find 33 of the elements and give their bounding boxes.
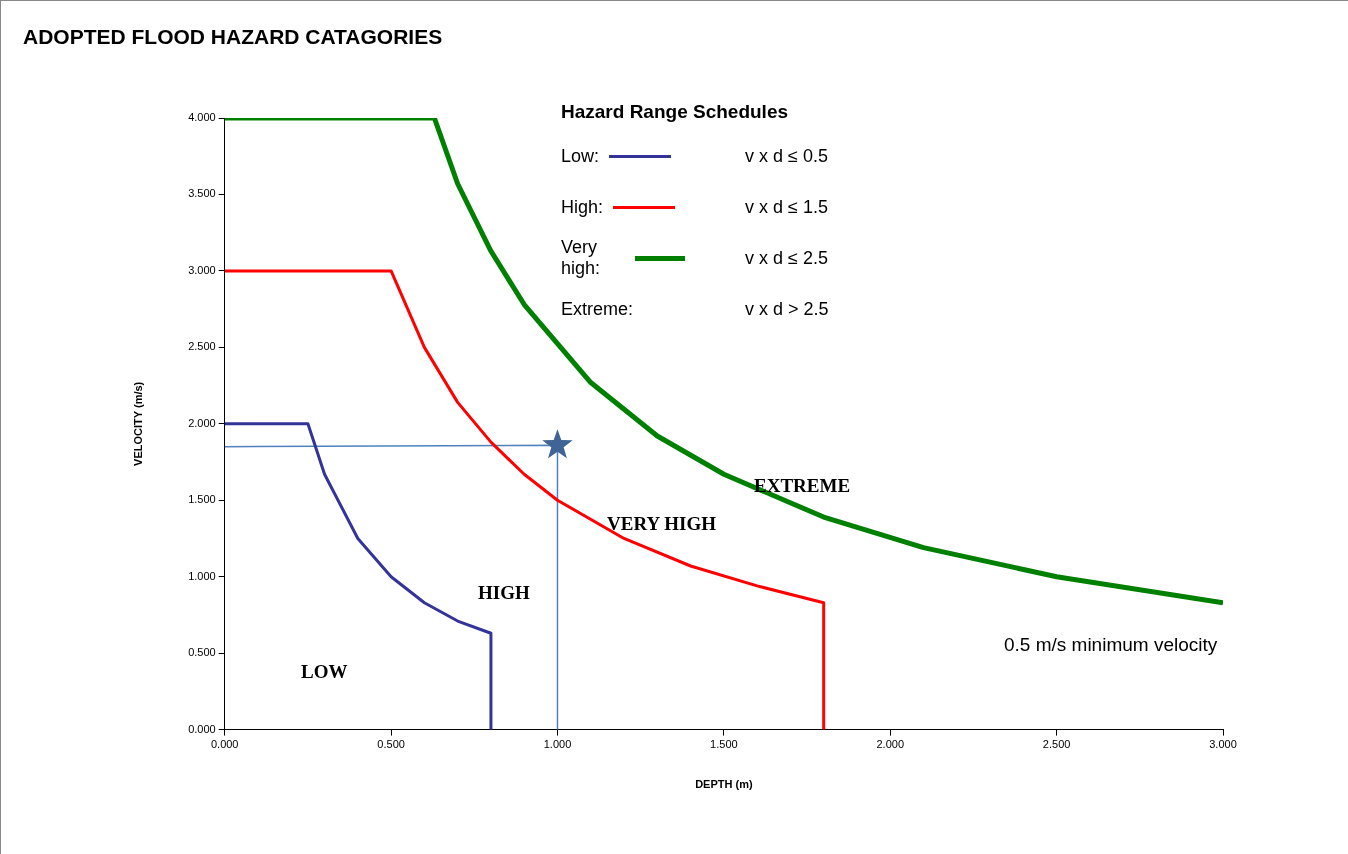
annotation: VERY HIGH bbox=[607, 513, 716, 535]
x-tick-label: 2.000 bbox=[876, 738, 905, 751]
annotation: 0.5 m/s minimum velocity bbox=[1004, 634, 1218, 656]
y-axis-title: VELOCITY (m/s) bbox=[131, 381, 144, 466]
annotation: v x d ≤ 1.5 bbox=[745, 196, 828, 218]
y-tick-label: 2.500 bbox=[188, 340, 216, 353]
annotation: EXTREME bbox=[754, 475, 851, 497]
legend-label: Low: bbox=[561, 145, 600, 167]
annotation: v x d ≤ 0.5 bbox=[745, 145, 828, 167]
y-tick-label: 2.000 bbox=[188, 416, 216, 429]
annotation: Extreme: bbox=[561, 298, 635, 320]
legend-label: Very high: bbox=[561, 237, 602, 279]
x-tick-label: 3.000 bbox=[1209, 738, 1237, 751]
y-tick-label: 0.500 bbox=[188, 646, 216, 659]
y-tick-label: 1.500 bbox=[188, 493, 216, 506]
chart-title: ADOPTED FLOOD HAZARD CATAGORIES bbox=[23, 25, 443, 49]
annotation: LOW bbox=[301, 661, 348, 683]
y-tick-label: 1.000 bbox=[188, 569, 216, 582]
y-tick-label: 3.500 bbox=[188, 187, 216, 200]
y-tick-label: 0.000 bbox=[188, 722, 216, 735]
y-tick-label: 3.000 bbox=[188, 263, 216, 276]
x-tick-label: 1.000 bbox=[543, 738, 572, 751]
y-tick-label: 4.000 bbox=[188, 111, 216, 124]
legend-label: High: bbox=[561, 196, 604, 218]
annotation: v x d ≤ 2.5 bbox=[745, 247, 828, 269]
x-tick-label: 0.000 bbox=[210, 738, 239, 751]
legend-title: Hazard Range Schedules bbox=[561, 101, 790, 123]
annotation: HIGH bbox=[478, 582, 530, 604]
x-tick-label: 1.500 bbox=[710, 738, 738, 751]
annotation: v x d > 2.5 bbox=[745, 298, 829, 320]
x-tick-label: 0.500 bbox=[377, 738, 405, 751]
x-axis-title: DEPTH (m) bbox=[695, 778, 753, 791]
x-tick-label: 2.500 bbox=[1042, 738, 1071, 751]
